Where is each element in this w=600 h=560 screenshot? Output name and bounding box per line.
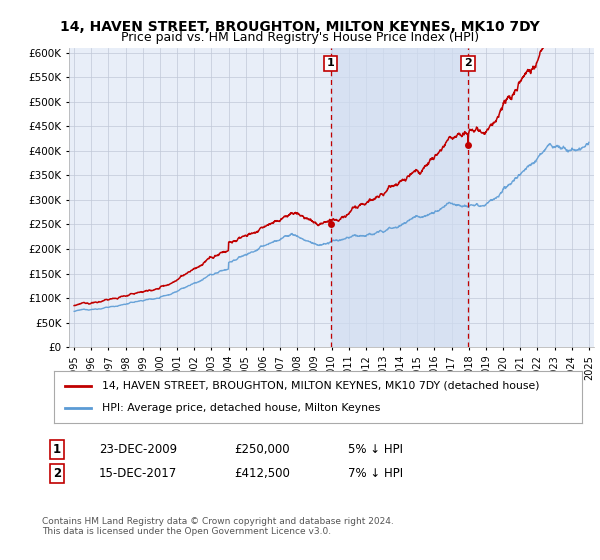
Text: 2: 2	[464, 58, 472, 68]
Text: 2: 2	[53, 466, 61, 480]
Text: 14, HAVEN STREET, BROUGHTON, MILTON KEYNES, MK10 7DY: 14, HAVEN STREET, BROUGHTON, MILTON KEYN…	[60, 20, 540, 34]
Text: 1: 1	[327, 58, 335, 68]
Text: 5% ↓ HPI: 5% ↓ HPI	[348, 442, 403, 456]
Text: 15-DEC-2017: 15-DEC-2017	[99, 466, 177, 480]
Text: 1: 1	[53, 442, 61, 456]
Text: 7% ↓ HPI: 7% ↓ HPI	[348, 466, 403, 480]
Text: 14, HAVEN STREET, BROUGHTON, MILTON KEYNES, MK10 7DY (detached house): 14, HAVEN STREET, BROUGHTON, MILTON KEYN…	[101, 381, 539, 391]
Text: Price paid vs. HM Land Registry's House Price Index (HPI): Price paid vs. HM Land Registry's House …	[121, 31, 479, 44]
Text: HPI: Average price, detached house, Milton Keynes: HPI: Average price, detached house, Milt…	[101, 403, 380, 413]
Bar	[331, 48, 468, 347]
Text: £250,000: £250,000	[234, 442, 290, 456]
Text: £412,500: £412,500	[234, 466, 290, 480]
Text: Contains HM Land Registry data © Crown copyright and database right 2024.
This d: Contains HM Land Registry data © Crown c…	[42, 517, 394, 536]
Text: 23-DEC-2009: 23-DEC-2009	[99, 442, 177, 456]
